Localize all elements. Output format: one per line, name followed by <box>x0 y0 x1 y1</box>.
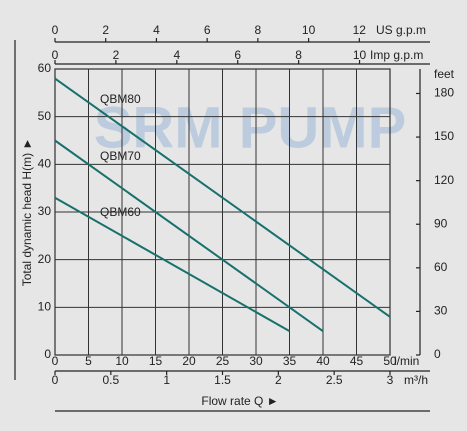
x-tick-label: 15 <box>149 354 163 368</box>
x-tick-label: 1.5 <box>214 373 231 387</box>
pump-curve <box>54 196 290 333</box>
y-axis-title: Total dynamic head H(m) ► <box>20 138 34 287</box>
x-tick-label: 10 <box>353 48 367 62</box>
y-tick-label: 60 <box>38 61 52 75</box>
x-tick-label: 0 <box>52 354 59 368</box>
y2-tick-label: 180 <box>434 86 454 100</box>
y-tick-label: 40 <box>38 157 52 171</box>
x-tick-label: 45 <box>350 354 364 368</box>
x-tick-label: 0.5 <box>102 373 119 387</box>
top-unit: US g.p.m <box>376 23 426 37</box>
x-tick-label: 6 <box>234 48 241 62</box>
y2-axis-title: feet <box>434 67 455 81</box>
x-tick-label: 8 <box>295 48 302 62</box>
y-tick-label: 50 <box>38 109 52 123</box>
curve-label: QBM80 <box>100 92 141 106</box>
x-tick-label: 35 <box>283 354 297 368</box>
y2-tick-label: 150 <box>434 129 454 143</box>
x-tick-label: 1 <box>163 373 170 387</box>
pump-curve <box>54 77 391 318</box>
y2-tick-label: 90 <box>434 216 448 230</box>
x-tick-label: 2 <box>102 23 109 37</box>
x-tick-label: 10 <box>302 23 316 37</box>
y-tick-label: 0 <box>44 347 51 361</box>
x-tick-label: 6 <box>204 23 211 37</box>
x-tick-label: 30 <box>249 354 263 368</box>
x-tick-label: 2 <box>113 48 120 62</box>
x-tick-label: 4 <box>173 48 180 62</box>
pump-curve <box>54 139 324 332</box>
x-tick-label: 3 <box>387 373 394 387</box>
y-tick-label: 10 <box>38 300 52 314</box>
y2-tick-label: 60 <box>434 260 448 274</box>
x-tick-label: 2 <box>275 373 282 387</box>
top2-unit: Imp g.p.m <box>370 48 423 62</box>
x-tick-label: 0 <box>52 23 59 37</box>
x-tick-label: 10 <box>115 354 129 368</box>
x-tick-label: 20 <box>182 354 196 368</box>
y-tick-label: 30 <box>38 204 52 218</box>
x-tick-label: 25 <box>216 354 230 368</box>
y2-tick-label: 0 <box>434 347 441 361</box>
x-tick-label: 5 <box>85 354 92 368</box>
x-axis-title: Flow rate Q ► <box>201 394 278 408</box>
x-unit: l/min <box>394 354 419 368</box>
x-tick-label: 2.5 <box>326 373 343 387</box>
x-tick-label: 0 <box>52 373 59 387</box>
watermark: SRM PUMP <box>94 95 407 160</box>
x-tick-label: 4 <box>153 23 160 37</box>
y2-tick-label: 120 <box>434 173 454 187</box>
x-tick-label: 40 <box>316 354 330 368</box>
x-tick-label: 50 <box>383 354 397 368</box>
curve-label: QBM60 <box>100 205 141 219</box>
x-tick-label: 8 <box>255 23 262 37</box>
x2-unit: m³/h <box>404 373 428 387</box>
y-tick-label: 20 <box>38 252 52 266</box>
x-tick-label: 0 <box>52 48 59 62</box>
curve-label: QBM70 <box>100 149 141 163</box>
y2-tick-label: 30 <box>434 304 448 318</box>
x-tick-label: 12 <box>353 23 367 37</box>
